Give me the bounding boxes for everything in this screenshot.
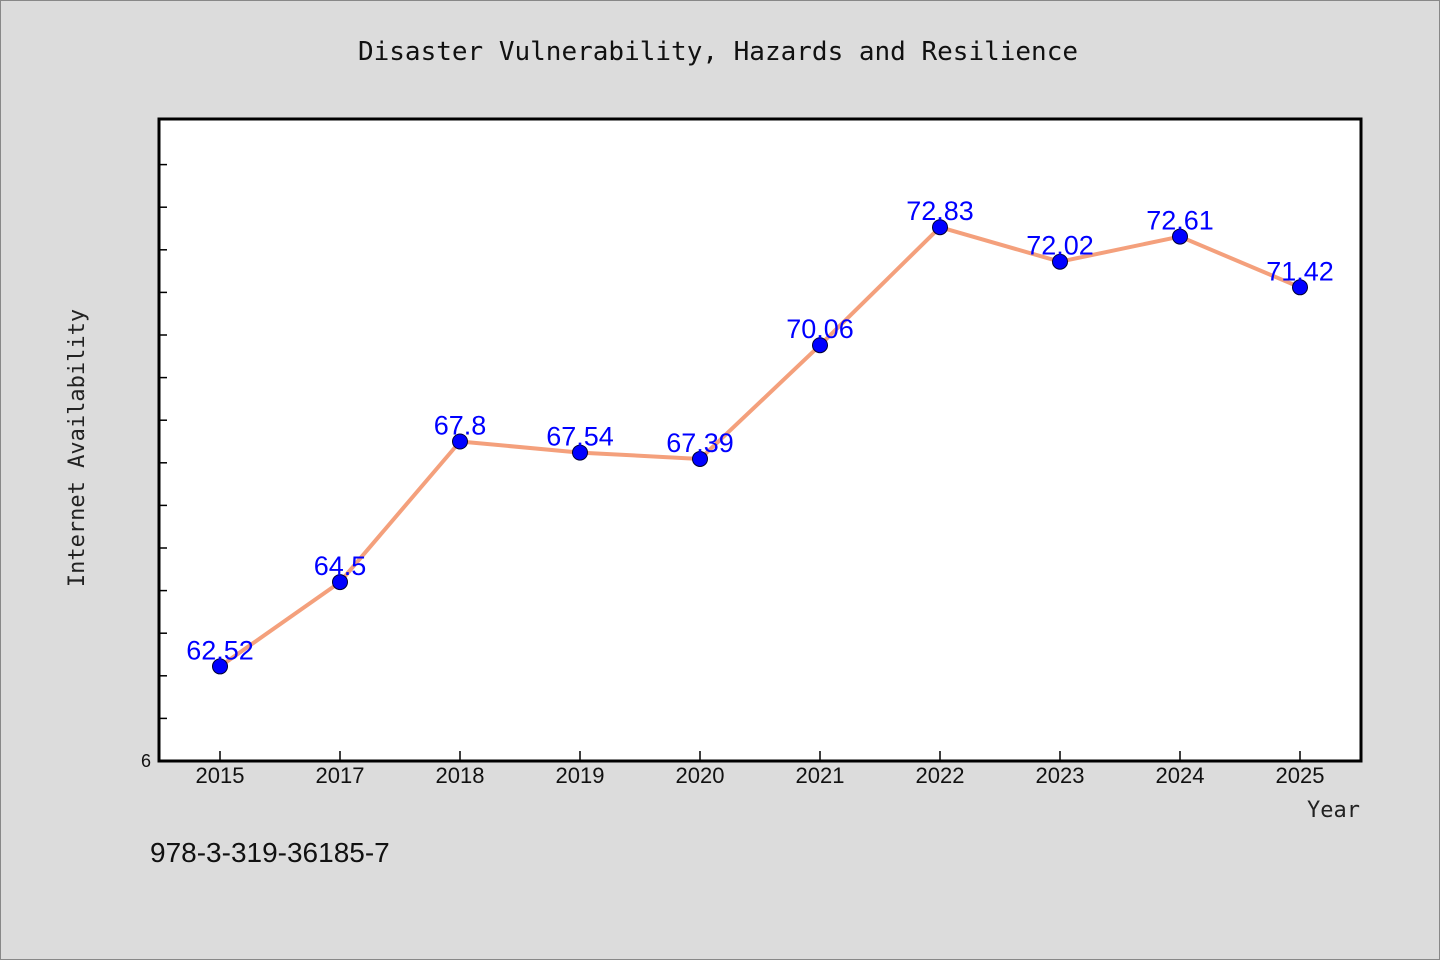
data-label: 71.42 — [1266, 256, 1334, 286]
y-tick-label: 6 — [141, 751, 151, 771]
data-point — [1052, 253, 1068, 270]
data-label: 67.54 — [546, 422, 614, 452]
data-point — [1172, 228, 1188, 245]
series-line — [218, 225, 1301, 669]
data-point — [812, 337, 828, 354]
x-tick-label: 2015 — [196, 763, 245, 788]
data-point — [932, 219, 948, 236]
x-axis-label: Year — [1307, 798, 1360, 823]
x-tick-label: 2019 — [556, 763, 605, 788]
x-tick-label: 2022 — [916, 763, 965, 788]
data-label: 72.61 — [1146, 206, 1214, 236]
data-point — [332, 574, 348, 591]
data-labels: 62.52 64.5 67.8 67.54 67.39 70.06 72.83 72.02 72… — [186, 196, 1334, 665]
y-axis-label: Internet Availability — [65, 309, 90, 587]
data-label: 67.39 — [666, 428, 734, 458]
x-tick-label: 2023 — [1036, 763, 1085, 788]
data-label: 72.02 — [1026, 231, 1094, 261]
x-tick-label: 2024 — [1156, 763, 1205, 788]
data-label: 72.83 — [906, 196, 974, 226]
series-layer — [212, 219, 1308, 675]
chart-title: Disaster Vulnerability, Hazards and Resi… — [358, 37, 1078, 67]
data-point — [692, 450, 708, 467]
data-label: 62.52 — [186, 635, 254, 665]
y-axis-ticks: 6 — [141, 163, 167, 771]
data-point — [212, 658, 228, 675]
data-label: 64.5 — [314, 551, 367, 581]
plot-area — [157, 117, 1363, 763]
isbn-footer: 978-3-319-36185-7 — [150, 837, 390, 868]
x-axis-ticks: 2015 2017 2018 2019 2020 2021 2022 2023 2024 2025 — [196, 751, 1325, 788]
data-label: 70.06 — [786, 314, 854, 344]
data-point — [572, 444, 588, 461]
x-tick-label: 2017 — [316, 763, 365, 788]
data-point — [1292, 279, 1308, 296]
data-label: 67.8 — [434, 411, 487, 441]
x-tick-label: 2025 — [1276, 763, 1325, 788]
x-tick-label: 2018 — [436, 763, 485, 788]
data-point — [452, 433, 468, 450]
x-tick-label: 2021 — [796, 763, 845, 788]
x-tick-label: 2020 — [676, 763, 725, 788]
